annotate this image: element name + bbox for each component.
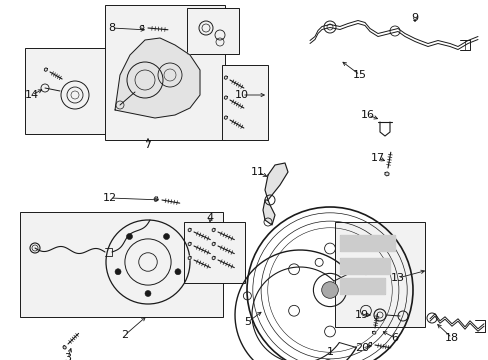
Text: 20: 20 bbox=[354, 343, 368, 353]
Text: 13: 13 bbox=[390, 273, 404, 283]
Polygon shape bbox=[263, 200, 274, 225]
Text: 5: 5 bbox=[244, 317, 251, 327]
Polygon shape bbox=[224, 96, 227, 99]
Polygon shape bbox=[224, 116, 227, 120]
Text: 2: 2 bbox=[121, 330, 128, 340]
Text: 1: 1 bbox=[326, 347, 333, 357]
Text: 16: 16 bbox=[360, 110, 374, 120]
Polygon shape bbox=[44, 68, 47, 71]
Polygon shape bbox=[188, 228, 191, 232]
Polygon shape bbox=[339, 278, 384, 294]
Circle shape bbox=[126, 234, 132, 239]
Polygon shape bbox=[212, 256, 215, 260]
Polygon shape bbox=[140, 26, 144, 30]
Text: 18: 18 bbox=[444, 333, 458, 343]
Polygon shape bbox=[339, 235, 394, 251]
Circle shape bbox=[115, 269, 121, 275]
Text: 3: 3 bbox=[64, 353, 71, 360]
Polygon shape bbox=[372, 331, 375, 334]
Bar bbox=[105, 5, 224, 140]
Polygon shape bbox=[368, 342, 371, 346]
Polygon shape bbox=[115, 38, 200, 118]
Polygon shape bbox=[224, 76, 227, 80]
Polygon shape bbox=[384, 172, 388, 176]
Polygon shape bbox=[188, 256, 191, 260]
Text: 15: 15 bbox=[352, 70, 366, 80]
Text: 7: 7 bbox=[144, 140, 151, 150]
Text: 17: 17 bbox=[370, 153, 384, 163]
Polygon shape bbox=[63, 346, 66, 349]
Text: 11: 11 bbox=[250, 167, 264, 177]
Polygon shape bbox=[188, 242, 191, 246]
Bar bbox=[25, 48, 111, 134]
Text: 12: 12 bbox=[103, 193, 117, 203]
Circle shape bbox=[175, 269, 181, 275]
Text: 6: 6 bbox=[391, 333, 398, 343]
Bar bbox=[186, 8, 239, 54]
Bar bbox=[20, 212, 223, 317]
Circle shape bbox=[145, 291, 151, 297]
Bar bbox=[334, 222, 424, 327]
Text: 4: 4 bbox=[206, 213, 213, 223]
Circle shape bbox=[163, 234, 169, 239]
Bar bbox=[183, 222, 244, 283]
Polygon shape bbox=[212, 242, 215, 246]
Bar bbox=[222, 65, 267, 140]
Polygon shape bbox=[264, 163, 287, 200]
Circle shape bbox=[321, 282, 338, 298]
Polygon shape bbox=[154, 197, 158, 201]
Polygon shape bbox=[339, 258, 389, 274]
Text: 14: 14 bbox=[25, 90, 39, 100]
Text: 10: 10 bbox=[235, 90, 248, 100]
Text: 19: 19 bbox=[354, 310, 368, 320]
Text: 9: 9 bbox=[410, 13, 418, 23]
Polygon shape bbox=[212, 228, 215, 232]
Text: 8: 8 bbox=[108, 23, 115, 33]
